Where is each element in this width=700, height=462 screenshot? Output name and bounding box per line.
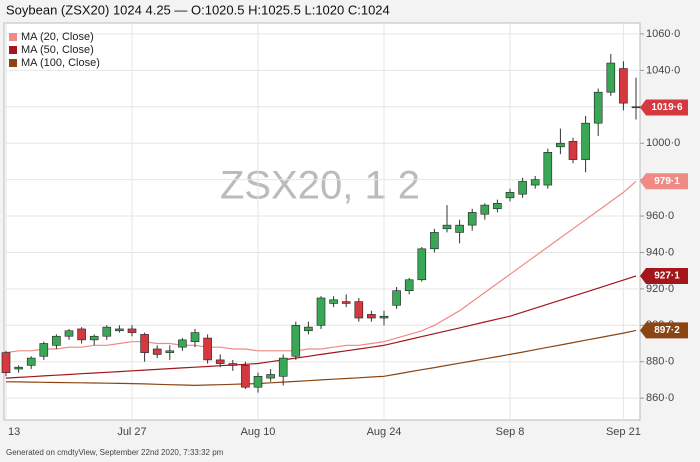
candle-body xyxy=(291,325,301,357)
chart-title: Soybean (ZSX20) 1024 4.25 — O:1020.5 H:1… xyxy=(6,2,390,17)
price-tag-label: 979·1 xyxy=(654,176,680,187)
candle-body xyxy=(165,350,175,353)
y-tick-label: 860·0 xyxy=(646,392,674,404)
candle-body xyxy=(127,328,137,333)
candle-body xyxy=(1,352,11,373)
x-tick-label: Jul 27 xyxy=(117,426,146,438)
y-tick-label: 960·0 xyxy=(646,210,674,222)
y-tick-label: 920·0 xyxy=(646,283,674,295)
legend-label: MA (20, Close) xyxy=(21,31,94,43)
candle-body xyxy=(392,290,401,306)
candle-body xyxy=(568,141,578,160)
candle-body xyxy=(241,365,250,388)
candle-body xyxy=(455,224,464,233)
candle-body xyxy=(493,202,502,210)
candle-body xyxy=(52,335,61,346)
candle-body xyxy=(606,62,616,93)
legend-label: MA (100, Close) xyxy=(21,57,100,69)
candle-body xyxy=(178,339,187,348)
plot-area xyxy=(3,22,641,421)
candle-body xyxy=(341,301,351,304)
candle-body xyxy=(26,357,36,366)
x-tick-label: Sep 21 xyxy=(606,426,641,438)
watermark: ZSX20, 1 2 xyxy=(220,164,420,208)
candle-body xyxy=(14,366,23,370)
candle-body xyxy=(467,212,477,226)
x-tick-label: Sep 8 xyxy=(496,426,525,438)
candle-body xyxy=(304,326,313,332)
candle-body xyxy=(253,375,263,388)
candle-body xyxy=(215,359,225,364)
candle-body xyxy=(140,334,149,353)
candle-body xyxy=(505,192,515,199)
x-tick-label: Aug 10 xyxy=(241,426,276,438)
legend-swatch xyxy=(9,33,17,41)
candle-body xyxy=(543,151,553,186)
candle-body xyxy=(115,328,124,332)
candle-body xyxy=(152,348,162,355)
candle-body xyxy=(430,232,439,250)
marks xyxy=(1,53,641,393)
y-tick-label: 1040·0 xyxy=(646,64,680,76)
legend-label: MA (50, Close) xyxy=(21,44,94,56)
candle-body xyxy=(77,328,86,341)
candle-body xyxy=(89,335,99,341)
candle-body xyxy=(367,314,376,319)
price-tag xyxy=(640,173,688,190)
candle-body xyxy=(417,248,427,281)
candle-body xyxy=(379,315,389,319)
price-tag xyxy=(640,322,688,339)
candle-body xyxy=(631,106,641,109)
candle-body xyxy=(228,363,238,366)
price-tag-label: 927·1 xyxy=(654,271,680,282)
candle-body xyxy=(190,332,200,342)
y-tick-label: 940·0 xyxy=(646,246,674,258)
candle-body xyxy=(354,301,364,319)
price-tag xyxy=(640,267,688,284)
y-tick-label: 1060·0 xyxy=(646,28,680,40)
labels: 860·0880·0900·0920·0940·0960·0980·01000·… xyxy=(8,28,688,438)
candle-body xyxy=(581,122,590,160)
price-tag-label: 897·2 xyxy=(654,325,680,336)
price-tag xyxy=(640,99,688,116)
price-tag-label: 1019·6 xyxy=(651,102,683,113)
candle-body xyxy=(518,181,527,195)
candle-body xyxy=(530,179,540,186)
candle-body xyxy=(593,91,603,124)
candle-body xyxy=(316,297,326,326)
candle-body xyxy=(480,204,490,215)
ma-line xyxy=(5,275,637,379)
candle-body xyxy=(39,343,49,357)
ma-line xyxy=(5,329,637,387)
candle-body xyxy=(556,142,565,148)
candle-body xyxy=(203,337,212,361)
x-tick-label: Aug 24 xyxy=(367,426,402,438)
legend-swatch xyxy=(9,59,17,67)
candle-body xyxy=(619,68,628,104)
candle-body xyxy=(278,357,288,377)
footer: Generated on cmdtyView, September 22nd 2… xyxy=(6,448,224,457)
candle-body xyxy=(442,224,452,230)
y-tick-label: 880·0 xyxy=(646,356,674,368)
y-tick-label: 1000·0 xyxy=(646,137,680,149)
ma-line xyxy=(5,180,637,354)
candle-body xyxy=(266,374,275,379)
candle-body xyxy=(404,279,414,292)
legend-swatch xyxy=(9,46,17,54)
x-tick-label: 13 xyxy=(8,426,20,438)
candle-body xyxy=(102,326,112,337)
candle-body xyxy=(329,299,338,304)
candle-body xyxy=(64,330,74,337)
